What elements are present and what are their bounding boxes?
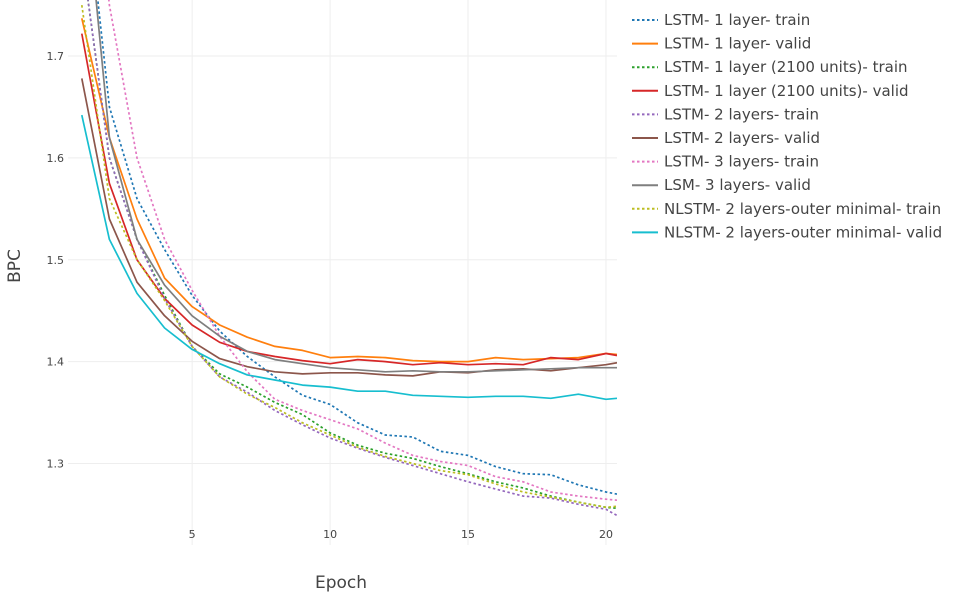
legend-item[interactable]: LSTM- 1 layer- train (632, 11, 810, 29)
x-tick-label: 10 (323, 528, 337, 541)
legend-item[interactable]: NLSTM- 2 layers-outer minimal- train (632, 200, 941, 218)
series-line-5 (87, 0, 617, 517)
series-line-2 (80, 18, 617, 363)
legend-item[interactable]: NLSTM- 2 layers-outer minimal- valid (632, 223, 942, 241)
y-tick-label: 1.6 (47, 152, 65, 165)
y-axis-title: BPC (5, 249, 25, 283)
legend-label: LSM- 3 layers- valid (664, 176, 811, 194)
legend-item[interactable]: LSTM- 2 layers- valid (632, 129, 820, 147)
series-lines (80, 0, 617, 517)
y-tick-label: 1.7 (47, 50, 65, 63)
legend-item[interactable]: LSM- 3 layers- valid (632, 176, 811, 194)
legend-label: LSTM- 2 layers- valid (664, 129, 820, 147)
series-line-3 (87, 0, 617, 510)
x-axis-title: Epoch (315, 573, 367, 593)
legend-label: LSTM- 1 layer (2100 units)- train (664, 58, 908, 76)
y-tick-label: 1.5 (47, 254, 65, 267)
x-tick-label: 15 (461, 528, 475, 541)
series-line-1 (96, 0, 617, 495)
legend-label: NLSTM- 2 layers-outer minimal- train (664, 200, 941, 218)
legend-label: LSTM- 1 layer- valid (664, 35, 811, 53)
legend-label: LSTM- 3 layers- train (664, 153, 819, 171)
grid (68, 0, 617, 545)
axes: 5 10 15 20 1.3 1.4 1.5 1.6 1.7 (47, 50, 613, 541)
legend-label: LSTM- 1 layer (2100 units)- valid (664, 82, 909, 100)
y-tick-label: 1.4 (47, 356, 65, 369)
legend-item[interactable]: LSTM- 1 layer (2100 units)- valid (632, 82, 909, 100)
legend-label: LSTM- 2 layers- train (664, 105, 819, 123)
legend-label: NLSTM- 2 layers-outer minimal- valid (664, 223, 942, 241)
series-line-10 (80, 114, 617, 401)
y-tick-label: 1.3 (47, 458, 65, 471)
legend-item[interactable]: LSTM- 1 layer (2100 units)- train (632, 58, 908, 76)
x-tick-label: 20 (599, 528, 613, 541)
series-line-7 (107, 0, 617, 502)
legend-label: LSTM- 1 layer- train (664, 11, 810, 29)
x-tick-label: 5 (189, 528, 196, 541)
series-line-6 (80, 78, 617, 377)
series-line-9 (80, 4, 617, 509)
legend: LSTM- 1 layer- train LSTM- 1 layer- valid… (632, 11, 942, 241)
legend-item[interactable]: LSTM- 2 layers- train (632, 105, 819, 123)
series-line-4 (80, 33, 617, 366)
series-line-8 (95, 0, 617, 373)
legend-item[interactable]: LSTM- 1 layer- valid (632, 35, 811, 53)
legend-item[interactable]: LSTM- 3 layers- train (632, 153, 819, 171)
